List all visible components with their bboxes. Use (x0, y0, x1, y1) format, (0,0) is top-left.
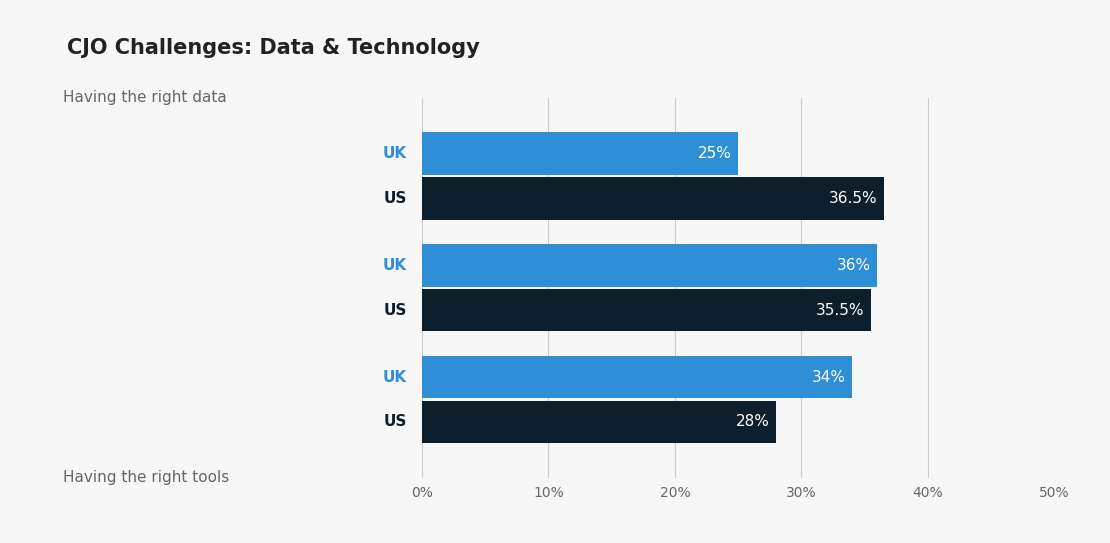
Text: US: US (383, 414, 406, 430)
Text: US: US (383, 191, 406, 206)
Text: 34%: 34% (811, 370, 846, 385)
Text: US: US (383, 302, 406, 318)
Text: UK: UK (383, 146, 406, 161)
Text: 35.5%: 35.5% (816, 302, 865, 318)
Bar (422, 356, 852, 399)
Text: Having the right data: Having the right data (63, 90, 228, 105)
Bar (422, 244, 877, 287)
Bar (422, 132, 738, 175)
Text: 28%: 28% (736, 414, 770, 430)
Bar (422, 401, 776, 443)
Text: 36.5%: 36.5% (829, 191, 877, 206)
Bar (422, 177, 884, 219)
Text: 25%: 25% (698, 146, 731, 161)
Text: 36%: 36% (837, 258, 871, 273)
Text: UK: UK (383, 258, 406, 273)
Text: Having the right tools: Having the right tools (63, 470, 230, 485)
Text: CJO Challenges: Data & Technology: CJO Challenges: Data & Technology (67, 38, 480, 58)
Bar (422, 289, 871, 331)
Text: UK: UK (383, 370, 406, 385)
